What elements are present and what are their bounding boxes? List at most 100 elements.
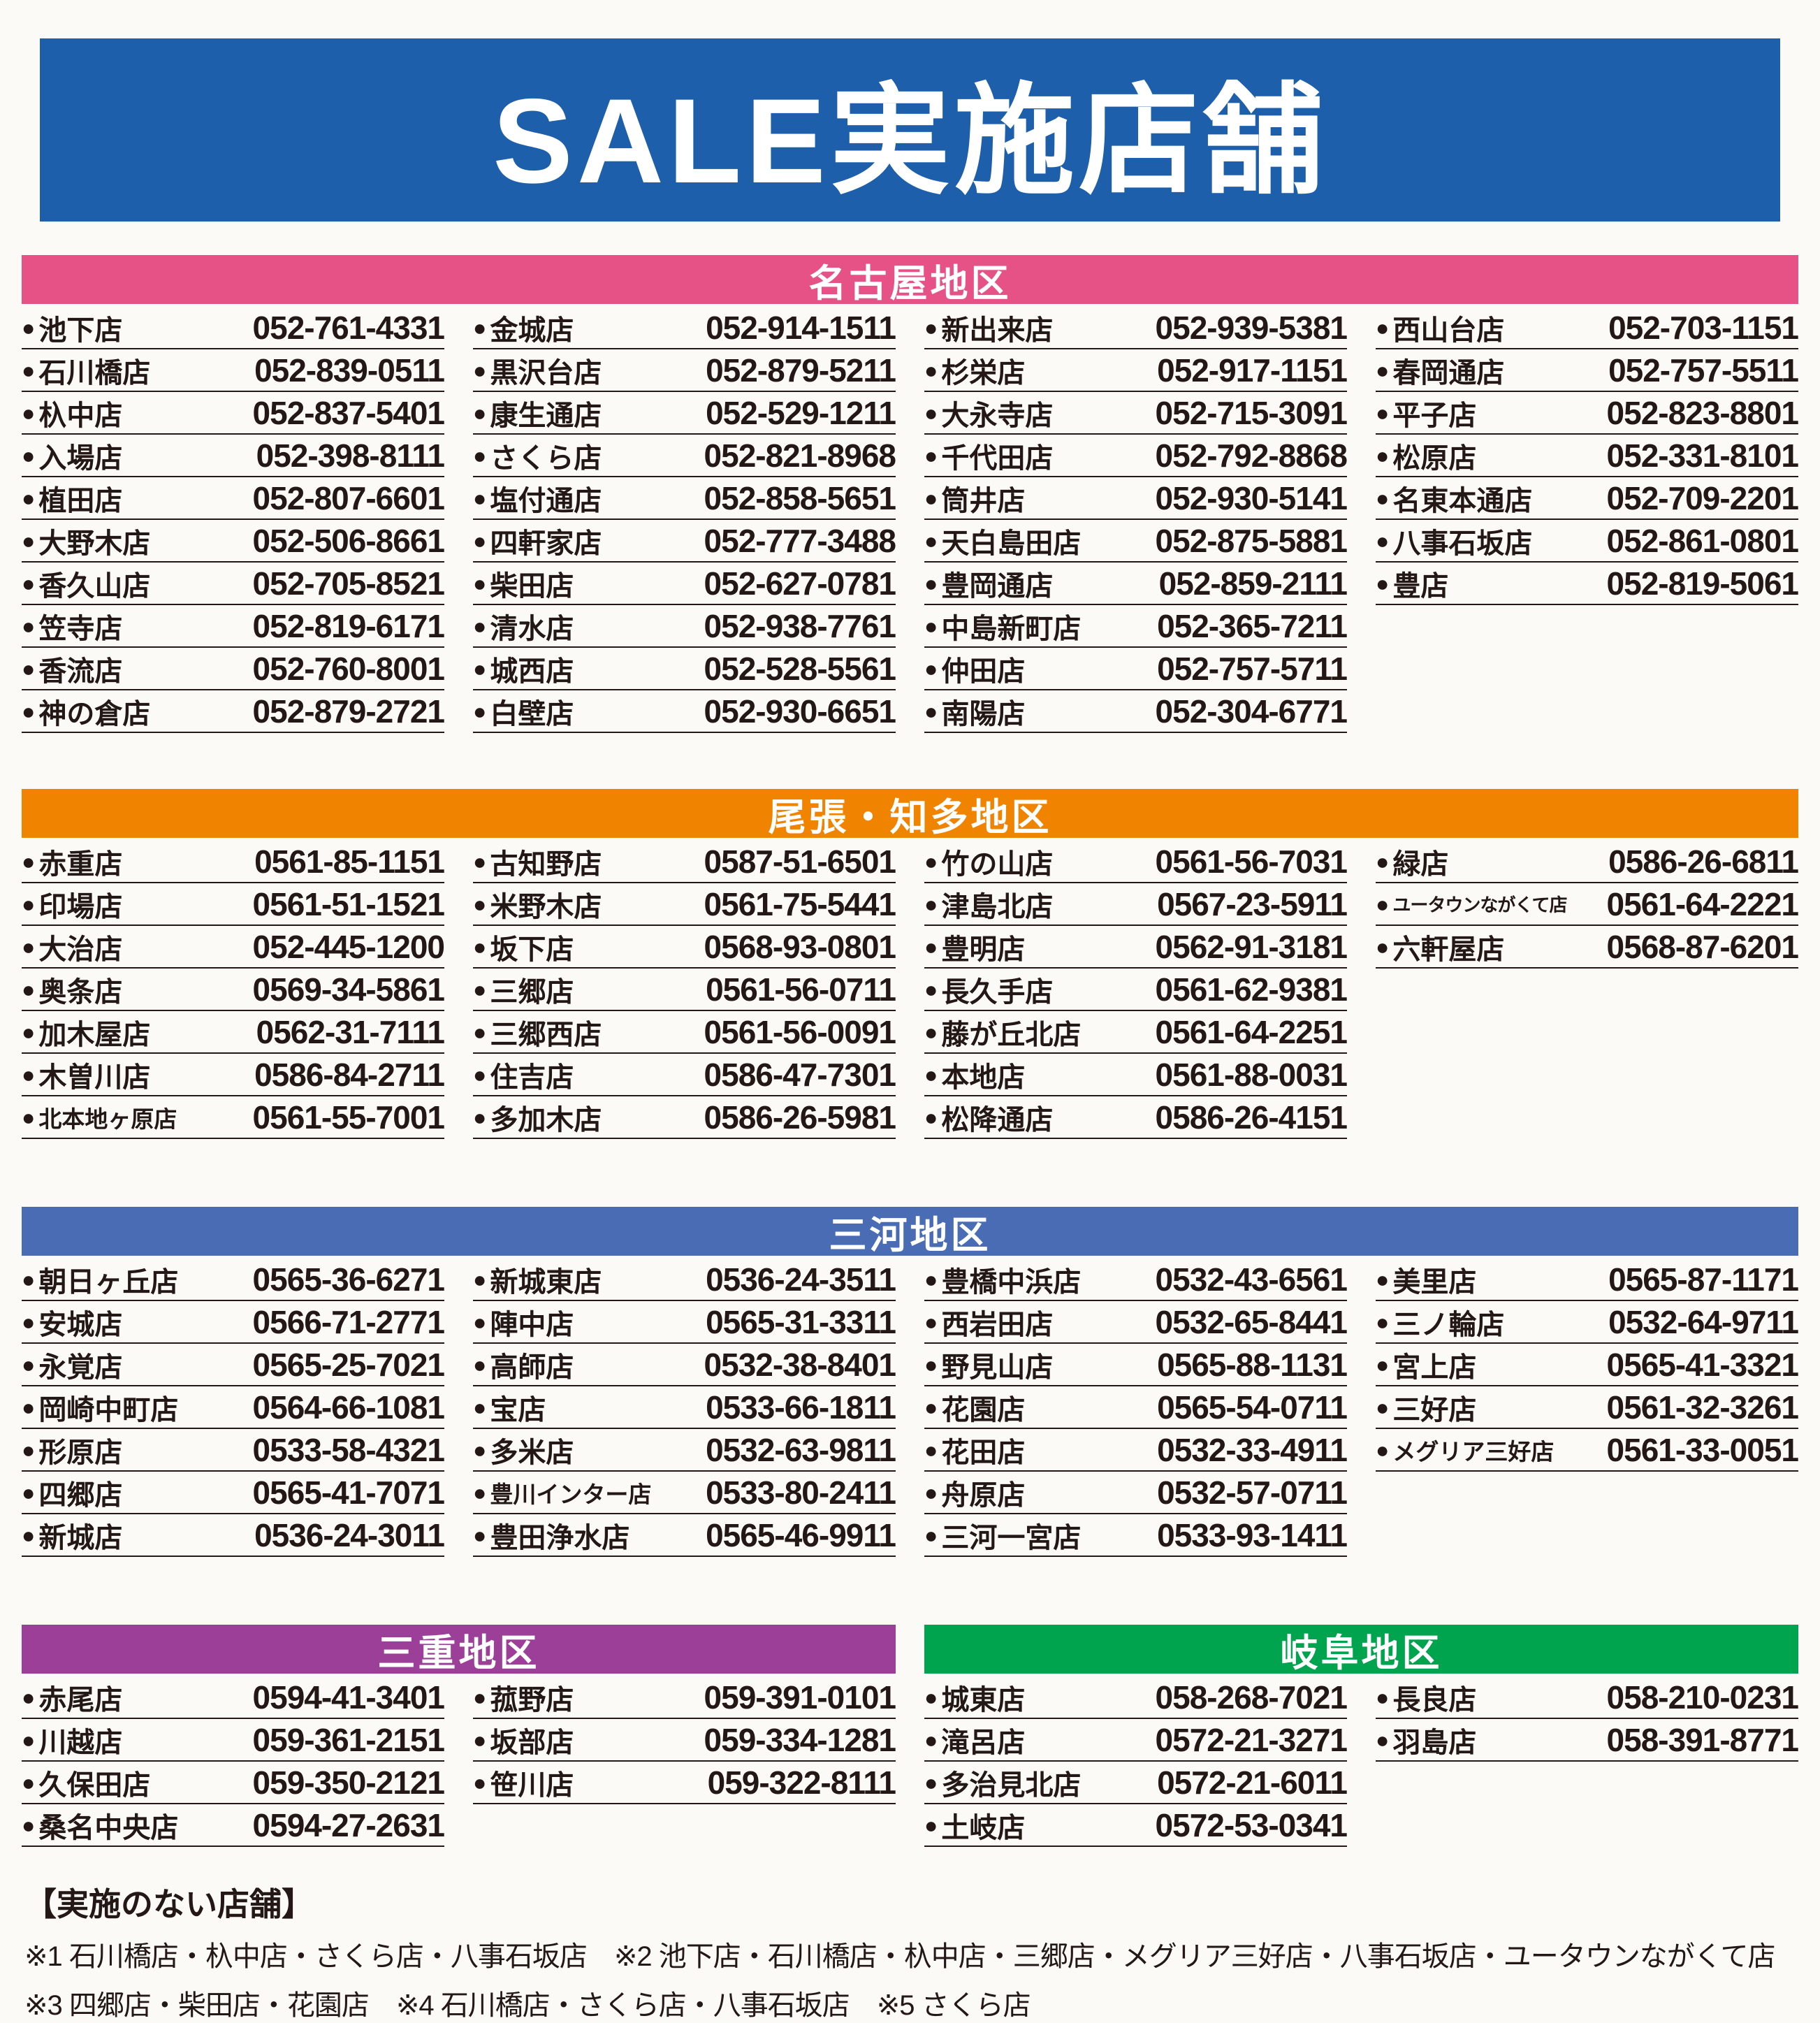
- store-name-cell: ● 朝日ヶ丘店: [22, 1259, 178, 1300]
- bullet-icon: ●: [22, 1522, 36, 1548]
- bullet-icon: ●: [924, 485, 938, 511]
- store-row: ● 植田店 052-807-6601: [22, 477, 445, 520]
- store-name-cell: ● 池下店: [22, 307, 122, 348]
- bullet-icon: ●: [22, 698, 36, 724]
- store-row: ● 多米店 0532-63-9811: [473, 1429, 896, 1472]
- store-name: 石川橋店: [38, 357, 151, 389]
- bullet-icon: ●: [22, 400, 36, 426]
- store-phone: 052-398-8111: [256, 437, 445, 474]
- store-phone: 052-807-6601: [252, 479, 445, 516]
- bullet-icon: ●: [924, 1437, 938, 1463]
- region-section: 三河地区 ● 朝日ヶ丘店 0565-36-6271 ● 安城店 0566-71-2771 ● 永…: [22, 1207, 1799, 1557]
- store-name: 西山台店: [1392, 314, 1505, 346]
- store-row: ● 新城東店 0536-24-3511: [473, 1259, 896, 1301]
- store-row: ● 花田店 0532-33-4911: [924, 1429, 1348, 1472]
- store-phone: 0561-56-7031: [1155, 843, 1348, 880]
- store-row: ● 六軒屋店 0568-87-6201: [1376, 926, 1799, 969]
- store-phone: 058-391-8771: [1606, 1721, 1799, 1758]
- store-name: 本地店: [941, 1061, 1026, 1093]
- store-phone: 0533-58-4321: [252, 1431, 445, 1468]
- store-phone: 052-917-1151: [1157, 351, 1348, 389]
- store-row: ● 池下店 052-761-4331: [22, 307, 445, 349]
- store-name: 永覚店: [38, 1351, 123, 1383]
- store-name: 坂部店: [490, 1727, 574, 1758]
- store-phone: 052-709-2201: [1606, 479, 1799, 516]
- store-name: 新城店: [38, 1522, 123, 1553]
- store-row: ● 加木屋店 0562-31-7111: [22, 1011, 445, 1054]
- store-column: ● 新城東店 0536-24-3511 ● 陣中店 0565-31-3311 ● 高師店 053…: [473, 1259, 896, 1557]
- store-row: ● 香流店 052-760-8001: [22, 648, 445, 690]
- store-name: 新出来店: [941, 314, 1054, 346]
- store-name-cell: ● 香流店: [22, 648, 122, 689]
- store-name: 赤重店: [38, 848, 123, 880]
- store-name-cell: ● 美里店: [1376, 1259, 1476, 1300]
- store-name-cell: ● ユータウンながくて店: [1376, 891, 1568, 917]
- store-name: 平子店: [1392, 400, 1477, 431]
- bullet-icon: ●: [924, 655, 938, 681]
- store-name: 植田店: [38, 485, 123, 516]
- region-header: 名古屋地区: [22, 255, 1798, 305]
- store-name: 黒沢台店: [490, 357, 602, 389]
- store-row: ● 豊岡通店 052-859-2111: [924, 563, 1348, 605]
- store-row: ● 北本地ヶ原店 0561-55-7001: [22, 1096, 445, 1139]
- store-name-cell: ● 形原店: [22, 1430, 122, 1470]
- store-phone: 0565-41-7071: [252, 1474, 445, 1511]
- store-row: ● 新出来店 052-939-5381: [924, 307, 1348, 349]
- store-row: ● 塩付通店 052-858-5651: [473, 477, 896, 520]
- bullet-icon: ●: [22, 1266, 36, 1292]
- store-row: ● 宝店 0533-66-1811: [473, 1386, 896, 1429]
- bullet-icon: ●: [22, 891, 36, 917]
- store-phone: 0594-41-3401: [252, 1678, 445, 1716]
- store-phone: 059-391-0101: [704, 1678, 896, 1716]
- bullet-icon: ●: [924, 1769, 938, 1795]
- store-row: ● 菰野店 059-391-0101: [473, 1676, 896, 1719]
- store-row: ● 川越店 059-361-2151: [22, 1719, 445, 1762]
- store-name: 古知野店: [490, 848, 602, 880]
- store-name-cell: ● 豊橋中浜店: [924, 1259, 1081, 1300]
- store-column: ● 新出来店 052-939-5381 ● 杉栄店 052-917-1151 ● 大永寺店 05…: [924, 307, 1348, 733]
- bullet-icon: ●: [22, 357, 36, 383]
- store-phone: 0561-75-5441: [704, 885, 896, 922]
- store-row: ● 緑店 0586-26-6811: [1376, 841, 1799, 883]
- store-row: ● 西山台店 052-703-1151: [1376, 307, 1799, 349]
- store-name: 白壁店: [490, 698, 574, 730]
- store-name: 木曽川店: [38, 1061, 151, 1093]
- store-name: 野見山店: [941, 1351, 1054, 1383]
- bullet-icon: ●: [473, 442, 487, 468]
- bullet-icon: ●: [473, 400, 487, 426]
- store-phone: 052-365-7211: [1157, 607, 1348, 644]
- store-name: 長良店: [1392, 1684, 1477, 1716]
- store-name-cell: ● さくら店: [473, 435, 602, 476]
- store-row: ● 大野木店 052-506-8661: [22, 520, 445, 563]
- store-name: 城西店: [490, 655, 574, 687]
- store-row: ● 仲田店 052-757-5711: [924, 648, 1348, 690]
- store-phone: 0533-80-2411: [706, 1474, 896, 1511]
- store-row: ● 杉栄店 052-917-1151: [924, 349, 1348, 392]
- store-name: 岡崎中町店: [38, 1394, 179, 1426]
- store-name-cell: ● 新出来店: [924, 307, 1053, 348]
- store-name: 三好店: [1392, 1394, 1477, 1426]
- store-phone: 0565-36-6271: [252, 1261, 445, 1298]
- store-row: ● 康生通店 052-529-1211: [473, 392, 896, 435]
- store-name-cell: ● 多治見北店: [924, 1762, 1081, 1803]
- store-name-cell: ● 長久手店: [924, 969, 1053, 1010]
- store-phone: 0561-64-2251: [1155, 1013, 1348, 1050]
- store-name: 朝日ヶ丘店: [38, 1266, 179, 1298]
- store-row: ● 陣中店 0565-31-3311: [473, 1301, 896, 1344]
- store-column: ● 豊橋中浜店 0532-43-6561 ● 西岩田店 0532-65-8441 ● 野見山店…: [924, 1259, 1348, 1557]
- store-phone: 0561-56-0091: [704, 1013, 896, 1050]
- store-row: ● 松降通店 0586-26-4151: [924, 1096, 1348, 1139]
- store-name: 宝店: [490, 1394, 546, 1426]
- store-phone: 052-703-1151: [1608, 309, 1799, 346]
- store-name-cell: ● 香久山店: [22, 563, 150, 604]
- store-row: ● 中島新町店 052-365-7211: [924, 605, 1348, 648]
- store-name-cell: ● 三郷店: [473, 969, 574, 1010]
- store-name-cell: ● 多米店: [473, 1430, 574, 1470]
- bullet-icon: ●: [22, 314, 36, 340]
- store-row: ● 杁中店 052-837-5401: [22, 392, 445, 435]
- store-row: ● 入場店 052-398-8111: [22, 435, 445, 477]
- store-name: 南陽店: [941, 698, 1026, 730]
- store-name-cell: ● 白壁店: [473, 691, 574, 732]
- store-name: 笹川店: [490, 1769, 574, 1801]
- bullet-icon: ●: [473, 1479, 487, 1505]
